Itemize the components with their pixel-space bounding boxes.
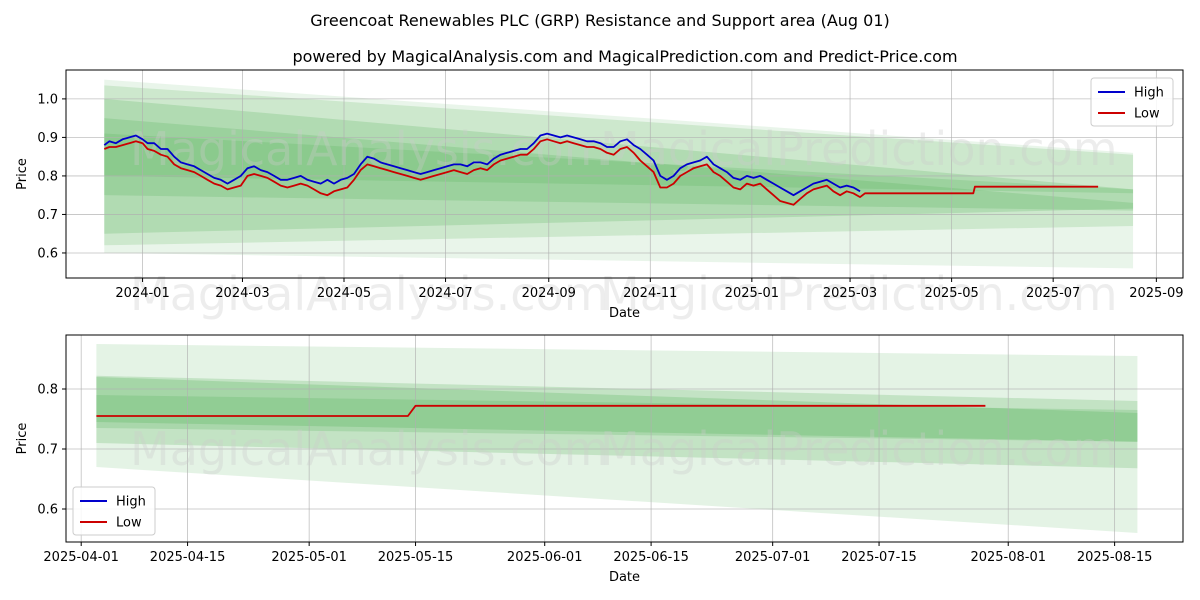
x-tick-label: 2025-05 — [924, 286, 978, 301]
x-tick-label: 2024-03 — [215, 286, 269, 301]
watermark-text: MagicalAnalysis.com — [130, 122, 609, 176]
legend-label-low: Low — [116, 516, 142, 531]
y-tick-label: 0.7 — [37, 208, 58, 223]
band-group — [104, 79, 1134, 269]
x-tick-label: 2025-06-15 — [613, 550, 689, 565]
y-tick-label: 1.0 — [37, 92, 58, 107]
grid — [66, 70, 1183, 278]
y-tick-label: 0.8 — [37, 383, 58, 398]
x-tick-label: 2025-08-01 — [970, 550, 1046, 565]
support-resistance-band-1 — [104, 85, 1134, 246]
x-tick-label: 2025-06-01 — [507, 550, 583, 565]
support-resistance-band-2 — [104, 98, 1134, 234]
y-axis-label: Price — [15, 423, 30, 455]
y-tick-label: 0.6 — [37, 503, 58, 518]
y-tick-label: 0.6 — [37, 246, 58, 261]
x-tick-label: 2024-07 — [418, 286, 472, 301]
watermark-text: MagicalAnalysis.com — [130, 422, 609, 476]
x-tick-label: 2025-07-01 — [735, 550, 811, 565]
x-tick-label: 2025-03 — [823, 286, 877, 301]
y-tick-label: 0.7 — [37, 443, 58, 458]
x-tick-label: 2024-11 — [623, 286, 677, 301]
support-resistance-band-4 — [104, 133, 1134, 194]
support-resistance-band-1 — [96, 375, 1138, 469]
support-resistance-band-2 — [96, 377, 1138, 442]
chart-subtitle: powered by MagicalAnalysis.com and Magic… — [292, 47, 957, 66]
y-tick-label: 0.8 — [37, 169, 58, 184]
y-axis-label: Price — [15, 158, 30, 190]
legend-label-high: High — [1134, 86, 1164, 101]
series-line-low — [103, 138, 1099, 206]
support-resistance-band-3 — [96, 395, 1138, 442]
x-tick-label: 2024-09 — [522, 286, 576, 301]
plot-frame — [65, 334, 1184, 543]
legend-label-low: Low — [1134, 107, 1160, 122]
x-axis-label: Date — [609, 570, 640, 585]
chart-top: MagicalAnalysis.comMagicalPrediction.com… — [15, 69, 1184, 321]
watermark-text: MagicalAnalysis.com — [130, 267, 609, 321]
chart-bottom: MagicalAnalysis.comMagicalPrediction.com… — [15, 334, 1184, 585]
x-axis-label: Date — [609, 306, 640, 321]
series-group — [96, 404, 986, 417]
x-tick-label: 2025-04-01 — [43, 550, 119, 565]
watermark-text: MagicalPrediction.com — [600, 122, 1118, 176]
plot-frame — [65, 69, 1184, 279]
x-tick-label: 2025-05-15 — [378, 550, 454, 565]
x-tick-label: 2025-01 — [725, 286, 779, 301]
x-tick-label: 2025-08-15 — [1077, 550, 1153, 565]
legend: High Low — [1090, 77, 1174, 127]
x-tick-label: 2025-04-15 — [150, 550, 226, 565]
x-tick-label: 2025-05-01 — [271, 550, 347, 565]
x-tick-label: 2024-05 — [317, 286, 371, 301]
support-resistance-band-0 — [96, 344, 1138, 533]
band-group — [96, 344, 1138, 533]
support-resistance-band-0 — [104, 79, 1134, 269]
series-group — [103, 132, 1099, 206]
series-line-high — [103, 132, 861, 197]
chart-title: Greencoat Renewables PLC (GRP) Resistanc… — [310, 11, 890, 30]
grid — [66, 335, 1183, 542]
watermark-text: MagicalPrediction.com — [600, 267, 1118, 321]
legend: High Low — [72, 486, 156, 536]
y-tick-label: 0.9 — [37, 131, 58, 146]
series-line-low — [96, 404, 986, 417]
x-tick-label: 2025-09 — [1129, 286, 1183, 301]
support-resistance-band-3 — [104, 118, 1134, 211]
legend-label-high: High — [116, 495, 146, 510]
x-tick-label: 2025-07-15 — [841, 550, 917, 565]
watermark-text: MagicalPrediction.com — [600, 422, 1118, 476]
x-tick-label: 2024-01 — [115, 286, 169, 301]
x-tick-label: 2025-07 — [1026, 286, 1080, 301]
